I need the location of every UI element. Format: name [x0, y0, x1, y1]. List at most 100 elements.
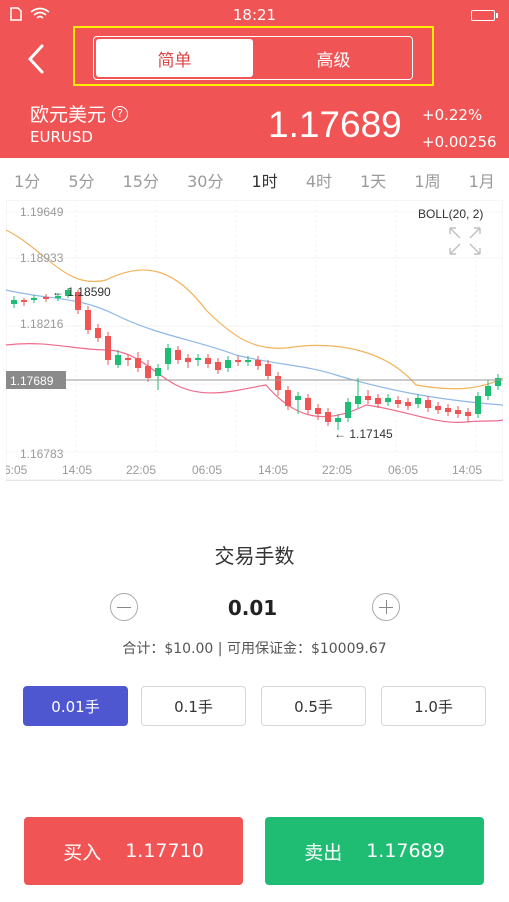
pair-name: 欧元美元	[30, 104, 107, 126]
x-axis-label: 22:05	[126, 463, 156, 477]
battery-icon	[471, 10, 498, 21]
sell-label: 卖出	[304, 841, 343, 864]
change-value: +0.00256	[422, 133, 497, 151]
candle-body	[43, 297, 49, 299]
status-time: 18:21	[232, 6, 277, 24]
y-axis-label: 1.18216	[20, 317, 64, 331]
candle-body	[165, 348, 171, 364]
chart-background	[6, 200, 503, 480]
candle-body	[295, 396, 301, 400]
price-change: +0.22% +0.00256	[422, 102, 497, 156]
candle-body	[95, 328, 101, 338]
candlestick-chart[interactable]: 1.17689 1.19649 1.18933 1.18216 1.16783 ← 1.1…	[6, 200, 503, 480]
quantity-value[interactable]: 0.01	[227, 596, 278, 620]
y-axis-label: 1.18933	[20, 251, 64, 265]
candle-body	[235, 360, 241, 362]
candle-body	[215, 362, 221, 370]
y-axis-label: 1.19649	[20, 205, 64, 219]
mode-advanced-tab[interactable]: 高级	[316, 50, 351, 71]
candle-body	[365, 396, 371, 400]
sim-icon	[10, 7, 22, 21]
candle-body	[445, 408, 451, 412]
candle-body	[195, 358, 201, 360]
x-axis-label: 14:05	[62, 463, 92, 477]
candle-body	[11, 300, 17, 304]
mode-simple-tab[interactable]: 简单	[96, 39, 253, 77]
candle-body	[435, 406, 441, 410]
mode-segmented-control[interactable]: 简单 高级	[93, 36, 413, 80]
candle-body	[415, 398, 421, 404]
candle-body	[125, 358, 131, 360]
lot-option-0.01[interactable]: 0.01手	[23, 686, 128, 726]
timeframe-tab[interactable]: 30分	[187, 172, 224, 191]
candle-body	[395, 400, 401, 404]
current-price: 1.17689	[268, 104, 402, 145]
candle-body	[225, 360, 231, 368]
timeframe-tab[interactable]: 15分	[122, 172, 159, 191]
candle-body	[335, 418, 341, 422]
low-price-marker: ← 1.17145	[334, 427, 393, 441]
candle-body	[305, 398, 311, 410]
x-axis-label: 22:05	[322, 463, 352, 477]
candle-body	[485, 386, 491, 396]
candle-body	[345, 402, 351, 418]
candle-body	[405, 402, 411, 406]
candle-body	[245, 360, 251, 362]
candle-body	[105, 336, 111, 360]
timeframe-tab[interactable]: 4时	[305, 172, 333, 191]
candle-body	[315, 408, 321, 414]
candle-body	[135, 358, 141, 368]
timeframe-tab[interactable]: 1时	[251, 172, 278, 191]
candle-body	[265, 364, 271, 376]
buy-button[interactable]: 买入 1.17710	[24, 817, 243, 885]
candle-body	[185, 358, 191, 362]
candle-body	[495, 378, 501, 386]
candle-body	[455, 410, 461, 414]
timeframe-tab[interactable]: 5分	[68, 172, 95, 191]
timeframe-tab[interactable]: 1天	[360, 172, 387, 191]
lot-option-0.1[interactable]: 0.1手	[141, 686, 246, 726]
candle-body	[115, 355, 121, 365]
candle-body	[175, 350, 181, 360]
decrease-quantity-button[interactable]	[110, 593, 138, 621]
status-bar: 18:21	[0, 0, 509, 30]
candle-body	[155, 368, 161, 376]
timeframe-tab[interactable]: 1月	[468, 172, 495, 191]
x-axis-label: 06:05	[192, 463, 222, 477]
timeframe-tabs: 1分 5分 15分 30分 1时 4时 1天 1周 1月	[0, 160, 509, 200]
candle-body	[325, 412, 331, 422]
timeframe-tab[interactable]: 1周	[414, 172, 441, 191]
expand-icon	[449, 227, 481, 255]
x-axis-label: 14:05	[452, 463, 482, 477]
high-price-marker: ← 1.18590	[52, 285, 111, 299]
lot-option-0.5[interactable]: 0.5手	[261, 686, 366, 726]
help-icon[interactable]: ?	[112, 105, 129, 122]
change-percent: +0.22%	[422, 106, 483, 124]
lot-option-1.0[interactable]: 1.0手	[381, 686, 486, 726]
current-price-tag	[6, 371, 66, 389]
increase-quantity-button[interactable]	[372, 593, 400, 621]
x-axis-label: 6:05	[6, 463, 28, 477]
sell-button[interactable]: 卖出 1.17689	[265, 817, 484, 885]
candle-body	[205, 358, 211, 364]
wifi-icon	[30, 7, 50, 19]
candle-body	[21, 300, 27, 302]
candle-body	[385, 398, 391, 402]
candle-body	[375, 398, 381, 404]
trade-summary: 合计：$10.00 | 可用保证金：$10009.67	[122, 641, 387, 657]
candle-body	[425, 400, 431, 408]
segment-highlight	[73, 26, 434, 86]
y-axis-label: 1.16783	[20, 447, 64, 461]
boll-middle-line	[6, 289, 503, 406]
pair-code: EURUSD	[30, 128, 93, 146]
candle-body	[85, 310, 91, 330]
pair-name-row: 欧元美元 ?	[30, 100, 129, 127]
back-arrow-icon[interactable]	[22, 42, 52, 76]
timeframe-tab[interactable]: 1分	[14, 172, 41, 191]
buy-price: 1.17710	[125, 840, 204, 862]
header: 18:21 简单 高级 欧元美元 ? EURUSD 1.17689 +0.22%…	[0, 0, 509, 158]
candle-body	[31, 298, 37, 300]
candle-body	[465, 412, 471, 416]
candle-body	[65, 290, 71, 296]
candle-body	[55, 296, 61, 298]
